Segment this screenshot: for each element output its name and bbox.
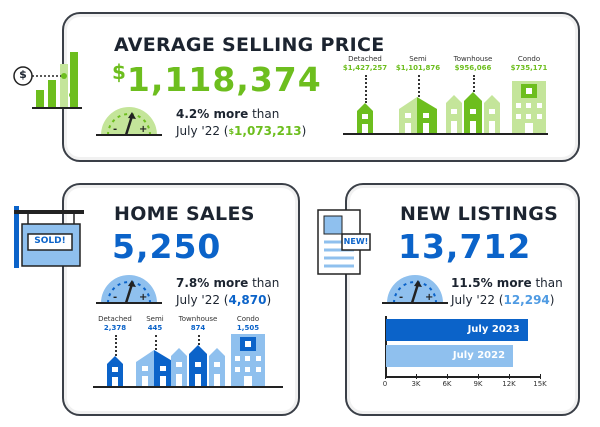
type-label-semi: Semi [409, 55, 427, 63]
condo-building-icon [512, 81, 546, 137]
prev-prefix: July '22 ( [176, 124, 229, 138]
gauge-icon: - + [96, 275, 162, 304]
detached-house-icon [105, 352, 125, 390]
prev-value: 4,870 [228, 293, 267, 307]
prev-prefix: July '22 ( [176, 293, 229, 307]
x-tick-mark [447, 374, 448, 379]
prev-prefix: July '22 ( [451, 293, 504, 307]
x-tick-mark [385, 374, 386, 379]
x-axis [385, 376, 540, 378]
sold-sign-icon [14, 206, 84, 268]
x-tick-mark [509, 374, 510, 379]
bar-july-2023: July 2023 [386, 319, 528, 341]
semi-house-icon [134, 346, 176, 390]
leader-line [155, 335, 157, 350]
value: 1,118,374 [126, 60, 322, 99]
prev-suffix: ) [549, 293, 555, 307]
condo-building-icon [231, 334, 265, 390]
svg-text:-: - [113, 292, 117, 303]
new-listings-value: 13,712 [398, 227, 532, 266]
svg-text:-: - [113, 124, 117, 135]
new-listings-comparison: 11.5% more than July '22 (12,294) [451, 275, 563, 309]
than: than [248, 107, 280, 121]
leader-line [365, 75, 367, 103]
svg-text:+: + [139, 292, 147, 303]
type-value-condo: $735,171 [510, 64, 548, 72]
leader-line [198, 335, 200, 345]
svg-text:+: + [425, 292, 433, 303]
type-value-condo: 1,505 [236, 324, 260, 332]
detached-house-icon [355, 99, 375, 137]
type-label-condo: Condo [236, 315, 260, 323]
type-label-condo: Condo [517, 55, 541, 63]
type-label-detached: Detached [348, 55, 382, 63]
home-sales-title: HOME SALES [114, 203, 255, 225]
x-tick-mark [540, 374, 541, 379]
type-value-townhouse: $956,066 [454, 64, 492, 72]
leader-line [418, 75, 420, 97]
price-growth-chart-icon [13, 52, 82, 109]
x-tick-mark [478, 374, 479, 379]
type-label-townhouse: Townhouse [178, 315, 218, 323]
x-tick-label: 12K [502, 380, 516, 388]
svg-text:+: + [139, 124, 147, 135]
leader-line [473, 75, 475, 92]
newspaper-new-text: NEW! [343, 237, 369, 246]
prev-suffix: ) [266, 293, 272, 307]
svg-text:-: - [399, 292, 403, 303]
townhouse-icon [170, 344, 226, 390]
x-tick-mark [416, 374, 417, 379]
x-tick-label: 9K [473, 380, 483, 388]
x-tick-label: 6K [442, 380, 452, 388]
home-sales-comparison: 7.8% more than July '22 (4,870) [176, 275, 279, 309]
type-value-detached: $1,427,257 [342, 64, 388, 72]
change-percent: 4.2% more [176, 107, 249, 121]
gauge-icon: - + [96, 107, 162, 136]
x-tick-label: 3K [411, 380, 421, 388]
dollar-icon: $ [19, 68, 27, 81]
x-tick-label: 0 [382, 380, 388, 388]
type-label-detached: Detached [98, 315, 132, 323]
x-tick-label: 15K [533, 380, 547, 388]
type-value-semi: $1,101,876 [395, 64, 441, 72]
gauge-icon: - + [382, 275, 448, 304]
new-listings-title: NEW LISTINGS [400, 203, 559, 225]
home-sales-value: 5,250 [112, 227, 222, 266]
type-value-semi: 445 [147, 324, 163, 332]
prev-currency: $ [228, 127, 235, 136]
prev-value: 12,294 [503, 293, 550, 307]
prev-value: 1,073,213 [234, 124, 302, 138]
type-label-semi: Semi [146, 315, 164, 323]
type-label-townhouse: Townhouse [453, 55, 493, 63]
semi-house-icon [397, 93, 439, 137]
avg-price-value: $1,118,374 [112, 60, 322, 99]
avg-price-comparison: 4.2% more than July '22 ($1,073,213) [176, 106, 306, 140]
bar-july-2022: July 2022 [386, 345, 514, 367]
ground-line [343, 133, 548, 135]
sold-sign-text: SOLD! [34, 236, 66, 246]
newspaper-icon [317, 209, 371, 275]
prev-suffix: ) [301, 124, 307, 138]
average-selling-price-card [62, 12, 580, 162]
townhouse-icon [445, 91, 501, 137]
y-axis [385, 316, 387, 376]
avg-price-title: AVERAGE SELLING PRICE [114, 34, 385, 56]
currency: $ [112, 60, 127, 84]
leader-line [115, 335, 117, 356]
than: than [248, 276, 280, 290]
change-percent: 7.8% more [176, 276, 249, 290]
than: than [531, 276, 563, 290]
type-value-townhouse: 874 [190, 324, 206, 332]
change-percent: 11.5% more [451, 276, 532, 290]
ground-line [93, 386, 283, 388]
type-value-detached: 2,378 [103, 324, 127, 332]
